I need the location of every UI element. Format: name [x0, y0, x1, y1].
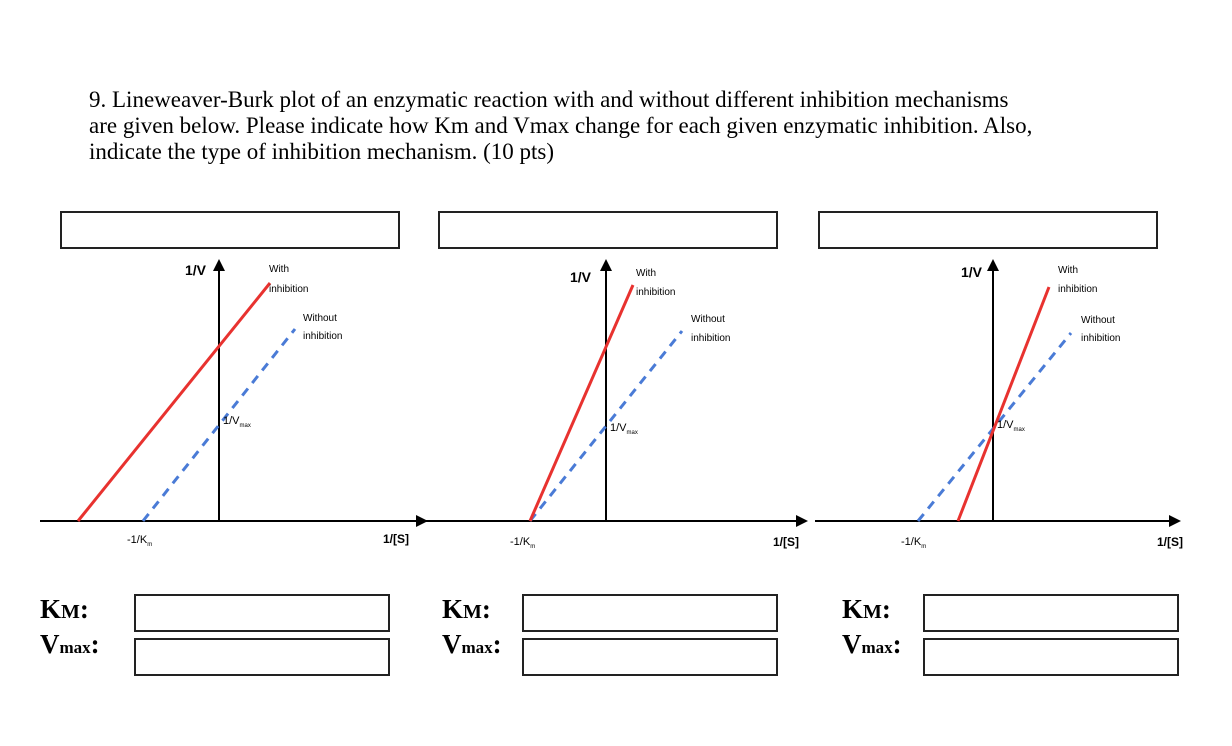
x-axis-label: 1/[S] [1157, 535, 1183, 549]
inhibition-type-box-2[interactable] [438, 211, 778, 249]
vmax-label-2: Vmax: [442, 629, 502, 659]
km-answer-box-1[interactable] [134, 594, 390, 632]
question-line-3: indicate the type of inhibition mechanis… [89, 139, 555, 164]
vmax-answer-box-3[interactable] [923, 638, 1179, 676]
without-inhibition-line [141, 328, 297, 522]
with-inhibition-line [956, 286, 1051, 522]
with-label: With [636, 268, 656, 279]
with-inhibition-line [528, 284, 635, 522]
neg-km-label: -1/Km [127, 534, 152, 548]
with-inhibition-label: inhibition [269, 284, 308, 295]
without-inhibition-label: inhibition [1081, 333, 1120, 344]
lineweaver-burk-plot-3: 1/V With inhibition Without inhibition 1… [815, 259, 1183, 550]
with-inhibition-label: inhibition [1058, 284, 1097, 295]
vmax-label-1: Vmax: [40, 629, 100, 659]
inv-vmax-label: 1/Vmax [223, 415, 251, 429]
lineweaver-burk-plot-1: 1/V With inhibition Without inhibition 1… [40, 259, 428, 548]
y-axis-label: 1/V [570, 269, 592, 285]
km-label-1: KM: [40, 594, 89, 624]
km-answer-box-3[interactable] [923, 594, 1179, 632]
with-inhibition-label: inhibition [636, 287, 675, 298]
with-label: With [1058, 265, 1078, 276]
km-label-2: KM: [442, 594, 491, 624]
inv-vmax-label: 1/Vmax [997, 419, 1025, 433]
without-label: Without [691, 314, 725, 325]
question-line-1: 9. Lineweaver-Burk plot of an enzymatic … [89, 87, 1009, 112]
y-axis-label: 1/V [185, 262, 207, 278]
km-label-3: KM: [842, 594, 891, 624]
without-label: Without [303, 313, 337, 324]
km-answer-box-2[interactable] [522, 594, 778, 632]
lineweaver-burk-plot-2: 1/V With inhibition Without inhibition 1… [420, 259, 808, 550]
vmax-label-3: Vmax: [842, 629, 902, 659]
inv-vmax-label: 1/Vmax [610, 422, 638, 436]
with-label: With [269, 264, 289, 275]
question-line-2: are given below. Please indicate how Km … [89, 113, 1033, 138]
without-inhibition-label: inhibition [303, 331, 342, 342]
vmax-answer-box-2[interactable] [522, 638, 778, 676]
without-inhibition-line [528, 330, 684, 522]
without-inhibition-label: inhibition [691, 333, 730, 344]
y-axis-label: 1/V [961, 264, 983, 280]
inhibition-type-box-3[interactable] [818, 211, 1158, 249]
inhibition-type-box-1[interactable] [60, 211, 400, 249]
vmax-answer-box-1[interactable] [134, 638, 390, 676]
question-text: 9. Lineweaver-Burk plot of an enzymatic … [89, 87, 1189, 165]
without-label: Without [1081, 315, 1115, 326]
neg-km-label: -1/Km [901, 536, 926, 550]
x-axis-label: 1/[S] [773, 535, 799, 549]
with-inhibition-line [76, 282, 272, 522]
neg-km-label: -1/Km [510, 536, 535, 550]
without-inhibition-line [916, 332, 1073, 522]
x-axis-label: 1/[S] [383, 532, 409, 546]
